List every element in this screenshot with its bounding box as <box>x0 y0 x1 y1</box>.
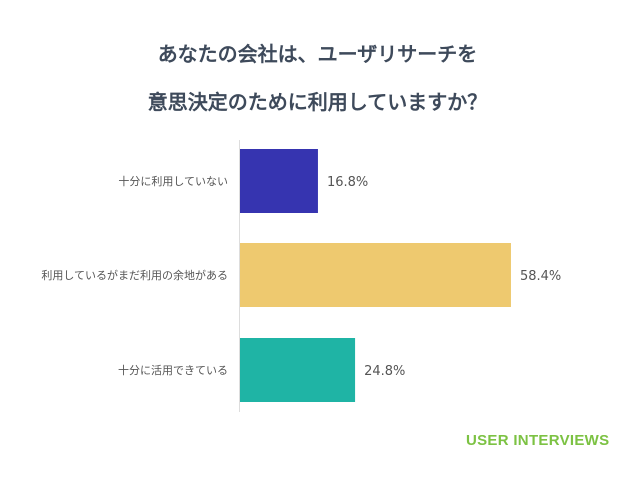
category-label: 利用しているがまだ利用の余地がある <box>41 268 228 282</box>
value-label: 16.8% <box>327 175 368 190</box>
category-label: 十分に活用できている <box>118 363 228 377</box>
chart-title-line-2: 意思決定のために利用していますか？ <box>147 90 488 114</box>
value-label: 24.8% <box>364 364 405 379</box>
user-interviews-logo: USER INTERVIEWS <box>466 432 610 449</box>
bar <box>240 338 356 402</box>
bar <box>240 243 511 307</box>
value-label: 58.4% <box>520 269 561 284</box>
chart-title-line-1: あなたの会社は、ユーザリサーチを <box>157 42 478 66</box>
bar <box>240 149 318 213</box>
category-label: 十分に利用していない <box>118 174 228 188</box>
